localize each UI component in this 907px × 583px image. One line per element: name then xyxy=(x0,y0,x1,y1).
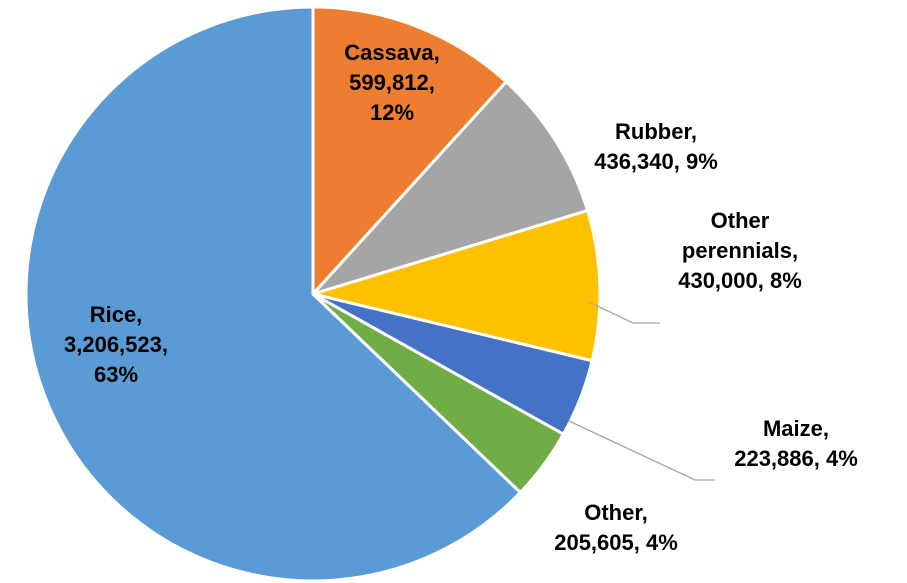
data-label-maize: Maize, 223,886, 4% xyxy=(734,416,858,471)
data-label-rubber: Rubber, 436,340, 9% xyxy=(594,119,718,174)
data-label-cassava: Cassava, 599,812, 12% xyxy=(344,40,439,125)
leader-lines-layer xyxy=(568,301,715,481)
data-label-line: Maize, xyxy=(763,416,829,441)
pie-slice-rubber xyxy=(311,80,590,296)
data-label-line: Rubber, xyxy=(615,119,697,144)
data-label-line: Other xyxy=(711,208,770,233)
data-label-line: 430,000, 8% xyxy=(678,268,802,293)
slices-layer xyxy=(24,5,602,583)
data-label-line: 205,605, 4% xyxy=(554,530,678,555)
data-label-line: Other, xyxy=(584,500,648,525)
data-labels-layer: Cassava, 599,812, 12% Rubber, 436,340, 9% Oth… xyxy=(64,40,858,555)
data-label-other-perennials: Other perennials, 430,000, 8% xyxy=(678,208,802,293)
data-label-line: 223,886, 4% xyxy=(734,446,858,471)
data-label-other: Other, 205,605, 4% xyxy=(554,500,678,555)
data-label-line: 63% xyxy=(94,362,138,387)
data-label-line: 436,340, 9% xyxy=(594,149,718,174)
data-label-line: perennials, xyxy=(682,238,798,263)
data-label-line: 599,812, xyxy=(349,70,435,95)
pie-slice-rice xyxy=(24,5,522,583)
leader-line-maize xyxy=(568,420,715,481)
pie-slice-other-perennials xyxy=(311,209,602,363)
pie-slice-cassava xyxy=(311,5,508,296)
data-label-line: 12% xyxy=(370,100,414,125)
data-label-line: Rice, xyxy=(90,302,143,327)
data-label-rice: Rice, 3,206,523, 63% xyxy=(64,302,168,387)
data-label-line: 3,206,523, xyxy=(64,332,168,357)
leader-line-other-perennials xyxy=(588,301,660,324)
data-label-line: Cassava, xyxy=(344,40,439,65)
